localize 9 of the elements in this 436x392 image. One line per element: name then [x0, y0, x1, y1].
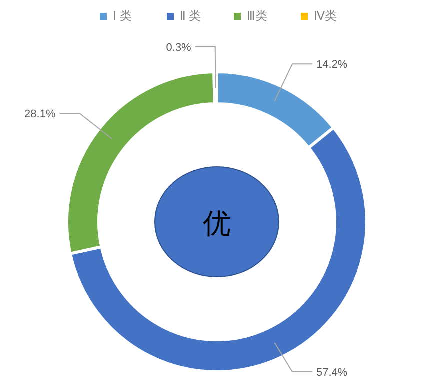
legend-label: Ⅱ 类: [180, 9, 202, 23]
data-label: 14.2%: [316, 59, 348, 72]
legend-label: Ⅲ类: [247, 9, 268, 23]
data-label: 57.4%: [316, 367, 348, 379]
text: 优: [203, 209, 231, 240]
data-label: 0.3%: [166, 42, 192, 54]
data-label: 28.1%: [24, 108, 56, 120]
legend-label: Ⅳ类: [314, 9, 338, 23]
legend-label: Ⅰ 类: [113, 9, 132, 23]
